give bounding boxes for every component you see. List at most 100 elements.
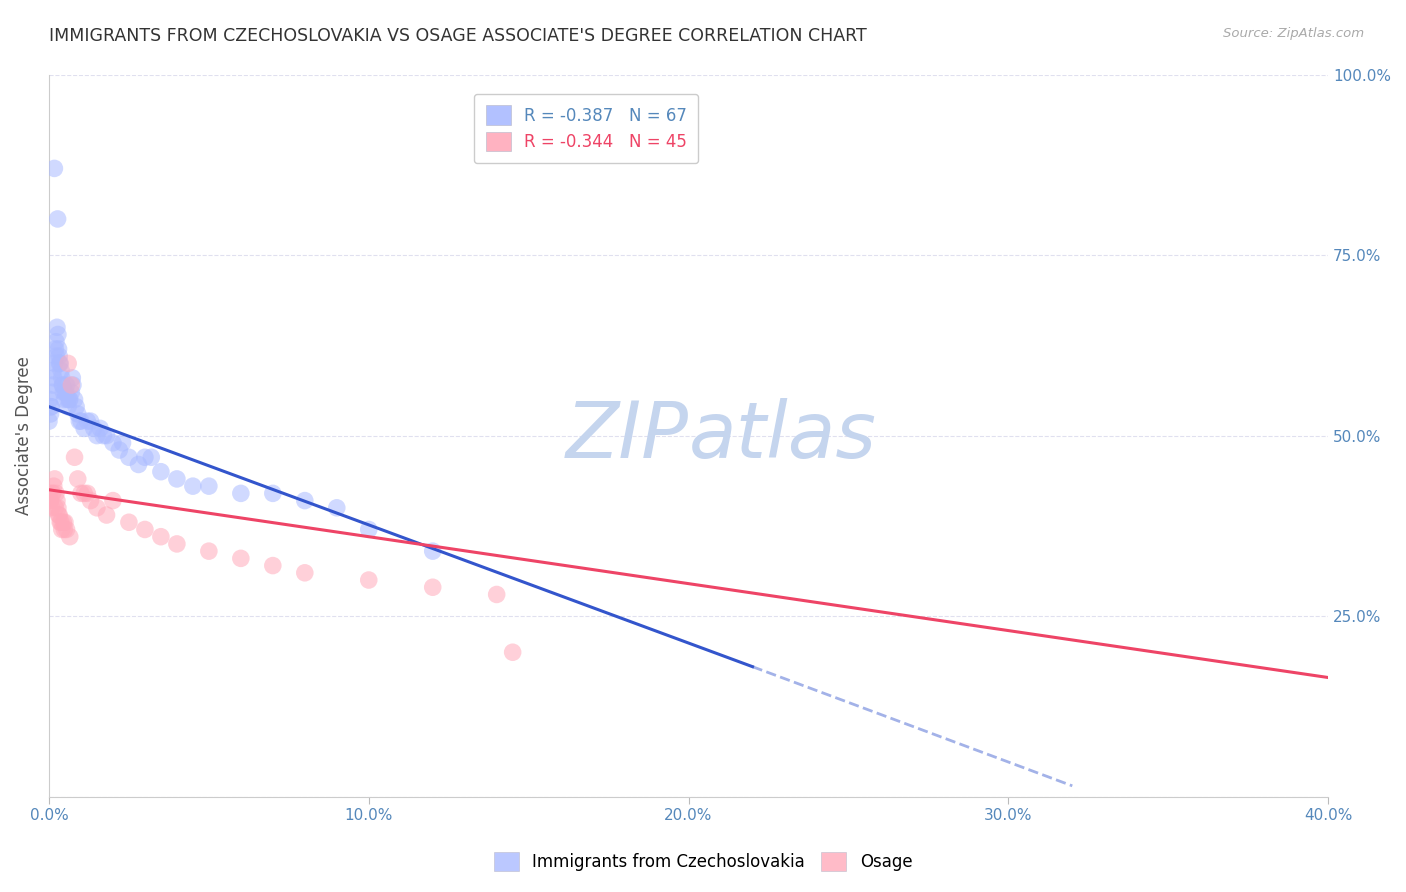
Point: [60, 378, 83, 392]
Point: [262, 558, 284, 573]
Point: [357, 573, 380, 587]
Point: [66, 472, 89, 486]
Point: [39, 493, 62, 508]
Point: [357, 523, 380, 537]
Point: [101, 435, 124, 450]
Point: [86, 500, 108, 515]
Point: [44, 356, 66, 370]
Point: [149, 530, 172, 544]
Point: [55, 378, 77, 392]
Point: [41, 500, 63, 515]
Point: [39, 392, 62, 407]
Point: [198, 479, 221, 493]
Point: [60, 385, 83, 400]
Point: [53, 515, 76, 529]
Point: [49, 515, 72, 529]
Point: [42, 378, 65, 392]
Point: [229, 551, 252, 566]
Legend: Immigrants from Czechoslovakia, Osage: Immigrants from Czechoslovakia, Osage: [485, 843, 921, 880]
Text: atlas: atlas: [689, 398, 876, 474]
Point: [45, 349, 67, 363]
Point: [51, 523, 73, 537]
Point: [118, 450, 141, 465]
Point: [56, 356, 79, 370]
Point: [46, 327, 69, 342]
Point: [118, 515, 141, 529]
Point: [41, 486, 63, 500]
Point: [42, 479, 65, 493]
Point: [76, 414, 98, 428]
Point: [66, 407, 89, 421]
Point: [128, 458, 150, 472]
Text: IMMIGRANTS FROM CZECHOSLOVAKIA VS OSAGE ASSOCIATE'S DEGREE CORRELATION CHART: IMMIGRANTS FROM CZECHOSLOVAKIA VS OSAGE …: [49, 27, 868, 45]
Point: [134, 450, 156, 465]
Point: [229, 486, 252, 500]
Point: [63, 450, 86, 465]
Point: [49, 363, 72, 377]
Legend: R = -0.387   N = 67, R = -0.344   N = 45: R = -0.387 N = 67, R = -0.344 N = 45: [474, 94, 699, 163]
Point: [46, 493, 69, 508]
Point: [59, 392, 82, 407]
Point: [52, 385, 75, 400]
Point: [51, 371, 73, 385]
Point: [198, 544, 221, 558]
Point: [53, 392, 76, 407]
Point: [89, 421, 111, 435]
Point: [73, 421, 96, 435]
Point: [48, 508, 70, 522]
Point: [79, 493, 101, 508]
Point: [44, 342, 66, 356]
Point: [56, 392, 79, 407]
Point: [55, 385, 77, 400]
Point: [141, 450, 163, 465]
Point: [45, 334, 67, 349]
Point: [166, 537, 188, 551]
Point: [41, 385, 63, 400]
Point: [39, 407, 62, 421]
Point: [96, 508, 118, 522]
Point: [52, 378, 75, 392]
Point: [149, 465, 172, 479]
Point: [48, 508, 70, 522]
Point: [294, 566, 316, 580]
Point: [134, 523, 156, 537]
Text: Source: ZipAtlas.com: Source: ZipAtlas.com: [1223, 27, 1364, 40]
Point: [39, 400, 62, 414]
Point: [55, 523, 77, 537]
Point: [422, 580, 444, 594]
Point: [96, 428, 118, 442]
Point: [76, 486, 98, 500]
Point: [46, 211, 69, 226]
Point: [73, 486, 96, 500]
Point: [41, 400, 63, 414]
Point: [58, 392, 80, 407]
Point: [44, 500, 66, 515]
Point: [326, 500, 349, 515]
Point: [108, 443, 131, 458]
Point: [38, 486, 60, 500]
Point: [48, 349, 70, 363]
Point: [59, 530, 82, 544]
Point: [53, 523, 76, 537]
Point: [45, 486, 67, 500]
Point: [63, 392, 86, 407]
Point: [56, 400, 79, 414]
Point: [70, 414, 93, 428]
Point: [62, 378, 84, 392]
Point: [67, 414, 90, 428]
Point: [60, 371, 83, 385]
Point: [42, 363, 65, 377]
Point: [48, 342, 70, 356]
Point: [83, 421, 105, 435]
Point: [86, 428, 108, 442]
Point: [48, 356, 70, 370]
Point: [39, 493, 62, 508]
Point: [42, 371, 65, 385]
Text: ZIP: ZIP: [565, 398, 689, 474]
Point: [166, 472, 188, 486]
Point: [44, 472, 66, 486]
Point: [38, 414, 60, 428]
Point: [79, 414, 101, 428]
Point: [46, 320, 69, 334]
Point: [46, 500, 69, 515]
